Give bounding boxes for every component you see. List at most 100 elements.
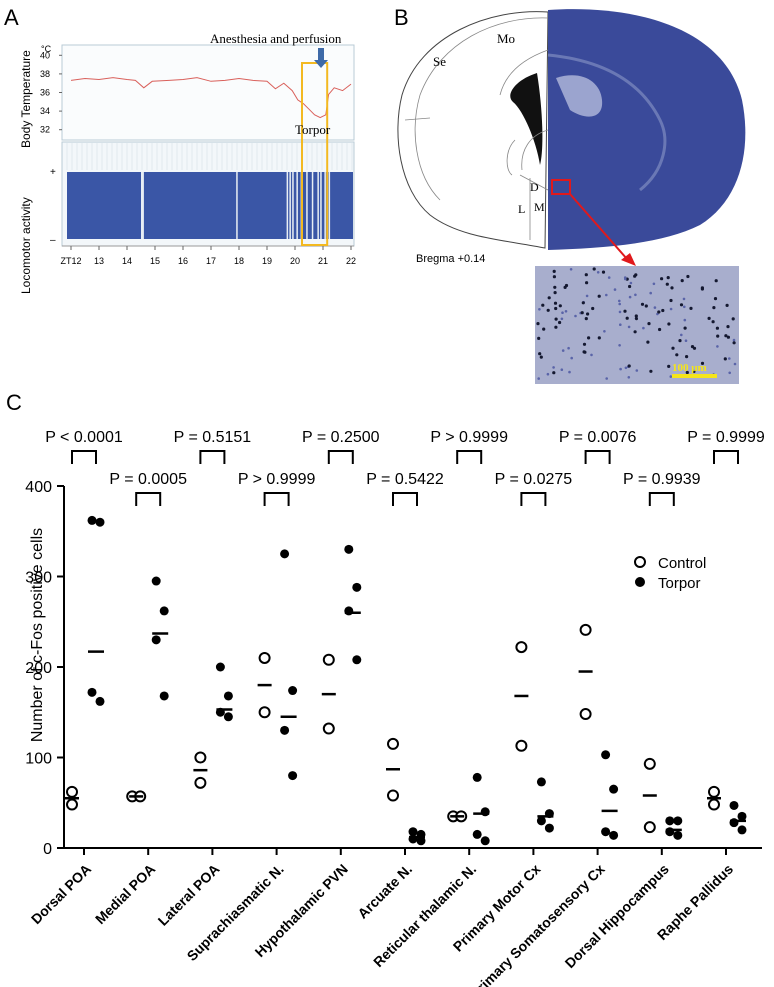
torpor-point — [215, 662, 225, 672]
time-tick-label: 20 — [290, 256, 300, 266]
micrograph-cell — [652, 282, 656, 286]
p-value-bracket — [135, 492, 162, 506]
micrograph-cell — [591, 306, 595, 311]
zoom-connector-line — [569, 193, 628, 260]
control-point — [322, 653, 335, 666]
p-value-label: P > 0.9999 — [430, 429, 508, 446]
micrograph-cell — [607, 276, 611, 279]
micrograph-cell — [553, 285, 557, 289]
micrograph-cell — [564, 283, 569, 288]
micrograph-cell — [547, 296, 551, 300]
control-point — [515, 641, 528, 654]
micrograph-cell — [634, 317, 639, 321]
micrograph-cell — [716, 345, 719, 348]
micrograph-cell — [653, 306, 657, 309]
atlas-boundaries — [404, 117, 549, 240]
p-value-label: P < 0.0001 — [45, 429, 123, 446]
torpor-point — [536, 816, 546, 826]
micrograph-cell — [552, 275, 557, 279]
micrograph-cell — [732, 341, 736, 345]
region-d: D — [530, 180, 539, 194]
activity-gap — [141, 172, 143, 239]
torpor-point — [729, 800, 739, 810]
atlas-outline — [397, 11, 549, 249]
micrograph-cell — [554, 325, 558, 329]
torpor-point — [159, 606, 169, 616]
stained-ventricle — [556, 75, 603, 117]
micrograph-cell — [733, 362, 737, 366]
control-point — [579, 623, 592, 636]
micrograph-cell — [585, 281, 589, 285]
micrograph-cell — [635, 369, 639, 372]
activity-grid — [66, 143, 353, 170]
torpor-point — [673, 830, 683, 840]
activity-gap — [306, 172, 308, 239]
temp-unit: °C — [41, 44, 52, 54]
panel-b-label: B — [394, 5, 409, 30]
temp-tick-label: 36 — [40, 88, 50, 98]
torpor-point — [609, 830, 619, 840]
micrograph-cell — [560, 368, 564, 372]
control-point — [708, 798, 720, 811]
micrograph-cell — [726, 325, 730, 329]
torpor-point — [344, 606, 354, 616]
time-tick-label: 22 — [346, 256, 356, 266]
control-point — [387, 789, 399, 802]
micrograph-cell — [658, 327, 662, 332]
micrograph-cell — [552, 366, 555, 369]
micrograph-cell — [646, 340, 650, 344]
torpor-window-box — [301, 62, 329, 246]
y-tick-label: 0 — [43, 841, 52, 858]
micrograph-cell — [680, 279, 684, 283]
atlas-cortex-line — [414, 17, 549, 201]
torpor-point — [288, 686, 298, 696]
micrograph-cell — [715, 326, 720, 330]
micrograph-cell — [679, 303, 684, 307]
torpor-point — [480, 807, 490, 817]
micrograph-cell — [570, 356, 573, 360]
activity-axis-label: Locomotor activity — [19, 197, 33, 294]
micrograph-cell — [538, 352, 542, 356]
torpor-point — [223, 712, 233, 722]
torpor-point — [472, 772, 482, 782]
micrograph-cell — [601, 270, 606, 274]
category-label: Medial POA — [92, 861, 158, 927]
micrograph-cell — [725, 303, 729, 307]
micrograph-cell — [558, 320, 562, 325]
time-tick-label: 14 — [122, 256, 132, 266]
torpor-point — [151, 635, 161, 645]
micrograph-cell — [582, 342, 587, 346]
micrograph-cell — [682, 297, 686, 301]
panel-c: C Number of c-Fos positive cells 0 100 200… — [6, 390, 765, 987]
control-point — [194, 776, 207, 789]
down-arrow-icon — [314, 48, 328, 68]
time-tick-label: 15 — [150, 256, 160, 266]
micrograph-cell — [596, 271, 600, 274]
micrograph-cell — [690, 345, 695, 349]
activity-gap — [142, 172, 144, 239]
micrograph-cell — [561, 349, 565, 352]
p-value-label: P = 0.0076 — [559, 429, 637, 446]
bregma-label: Bregma +0.14 — [416, 253, 485, 265]
micrograph-cell — [667, 364, 671, 368]
activity-gap — [324, 172, 326, 239]
micrograph-cell — [683, 326, 687, 330]
control-point — [643, 821, 656, 834]
micrograph-cell — [605, 377, 608, 380]
micrograph-cell — [625, 316, 629, 320]
micrograph-cell — [627, 325, 631, 329]
micrograph-cell — [660, 277, 664, 281]
stained-corpus-callosum — [547, 53, 667, 192]
legend-control-label: Control — [658, 555, 706, 572]
micrograph-cell — [713, 297, 718, 301]
micrograph-cell — [661, 308, 665, 313]
temp-tick-label: 38 — [40, 69, 50, 79]
micrograph-cell — [692, 369, 696, 374]
legend-torpor-label: Torpor — [658, 575, 701, 592]
region-l: L — [518, 202, 525, 216]
torpor-point — [352, 655, 362, 665]
activity-gap — [286, 172, 289, 239]
micrograph-cell — [586, 312, 590, 316]
micrograph-cell — [712, 306, 716, 310]
torpor-point — [544, 823, 554, 833]
